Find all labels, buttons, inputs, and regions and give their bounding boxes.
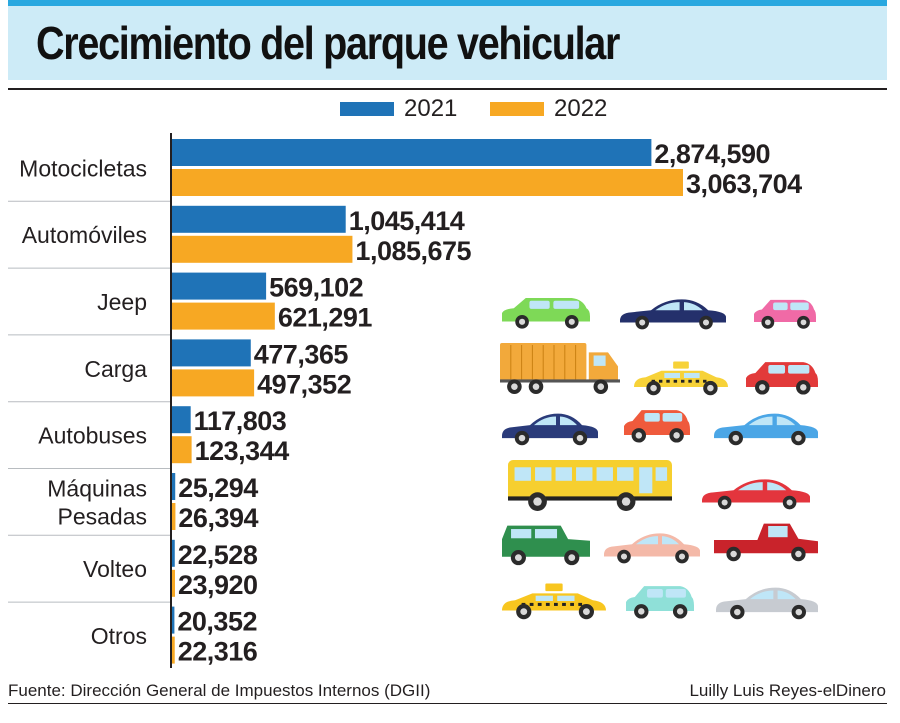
data-label-2021: 22,528 [178, 540, 258, 570]
bar-2022 [171, 302, 275, 330]
bar-2021 [171, 272, 267, 300]
yellow-taxi-icon [502, 583, 606, 620]
green-suv-icon [502, 298, 590, 329]
legend-item-2022: 2022 [490, 95, 608, 122]
bar-2021 [171, 473, 176, 500]
data-label-2022: 621,291 [278, 303, 373, 333]
bar-2022 [171, 235, 353, 263]
category-label: Jeep [97, 289, 147, 315]
category-label: Motocicletas [19, 155, 147, 181]
silver-sedan-icon [716, 587, 818, 620]
school-bus-icon [508, 460, 672, 511]
bar-2021 [171, 606, 175, 634]
pink-hatchback-icon [754, 299, 816, 329]
header-rule [8, 88, 887, 90]
category-label: Carga [84, 356, 147, 382]
legend-label-2022: 2022 [554, 95, 608, 122]
bar-2022 [171, 569, 175, 597]
data-label-2021: 1,045,414 [349, 206, 465, 236]
category-label: Máquinas Pesadas [47, 475, 147, 529]
source-note: Fuente: Dirección General de Impuestos I… [8, 681, 431, 700]
header-band: Crecimiento del parque vehicular [8, 0, 887, 80]
delivery-truck-icon [500, 343, 620, 394]
data-label-2021: 569,102 [269, 273, 363, 303]
bar-2021 [171, 406, 191, 434]
bar-2021 [171, 139, 652, 166]
legend-swatch-2021 [340, 102, 394, 116]
mint-minicar-icon [626, 586, 694, 619]
category-label: Volteo [83, 556, 147, 582]
red-pickup-icon [714, 523, 818, 562]
data-label-2021: 117,803 [194, 406, 287, 436]
green-jeep-icon [502, 525, 590, 566]
orange-minicar-icon [624, 410, 690, 443]
navy-coupe-icon [502, 413, 598, 446]
bar-2021 [171, 339, 251, 367]
data-label-2022: 22,316 [178, 637, 258, 667]
category-label: Autobuses [38, 423, 147, 449]
red-hatchback-icon [746, 362, 818, 395]
bar-2022 [171, 169, 683, 196]
bar-2022 [171, 503, 176, 530]
data-label-2021: 20,352 [177, 607, 257, 637]
chart-title: Crecimiento del parque vehicular [36, 17, 620, 69]
legend-item-2021: 2021 [340, 95, 458, 122]
data-label-2021: 25,294 [178, 473, 258, 503]
legend-label-2021: 2021 [404, 95, 458, 122]
category-label: Automóviles [22, 222, 147, 248]
data-label-2022: 497,352 [257, 369, 351, 399]
data-label-2022: 1,085,675 [355, 236, 471, 266]
footer-rule [8, 703, 887, 704]
data-label-2022: 23,920 [178, 570, 258, 600]
data-label-2022: 26,394 [178, 503, 258, 533]
navy-sedan-icon [620, 299, 726, 330]
header-top-line [8, 0, 887, 6]
yellow-taxi-small-icon [634, 361, 728, 396]
bar-2021 [171, 205, 346, 233]
bar-2022 [171, 636, 175, 664]
bar-2022 [171, 436, 192, 464]
data-label-2022: 3,063,704 [686, 169, 802, 199]
bar-2022 [171, 369, 255, 397]
blue-sedan-icon [714, 413, 818, 446]
data-label-2021: 2,874,590 [654, 139, 770, 169]
bar-2021 [171, 539, 175, 567]
category-label: Otros [91, 623, 147, 649]
pink-sedan-icon [604, 533, 700, 564]
legend-swatch-2022 [490, 102, 544, 116]
data-label-2022: 123,344 [195, 436, 290, 466]
author-credit: Luilly Luis Reyes-elDinero [689, 681, 886, 700]
red-sports-car-icon [702, 479, 810, 510]
data-label-2021: 477,365 [254, 339, 349, 369]
